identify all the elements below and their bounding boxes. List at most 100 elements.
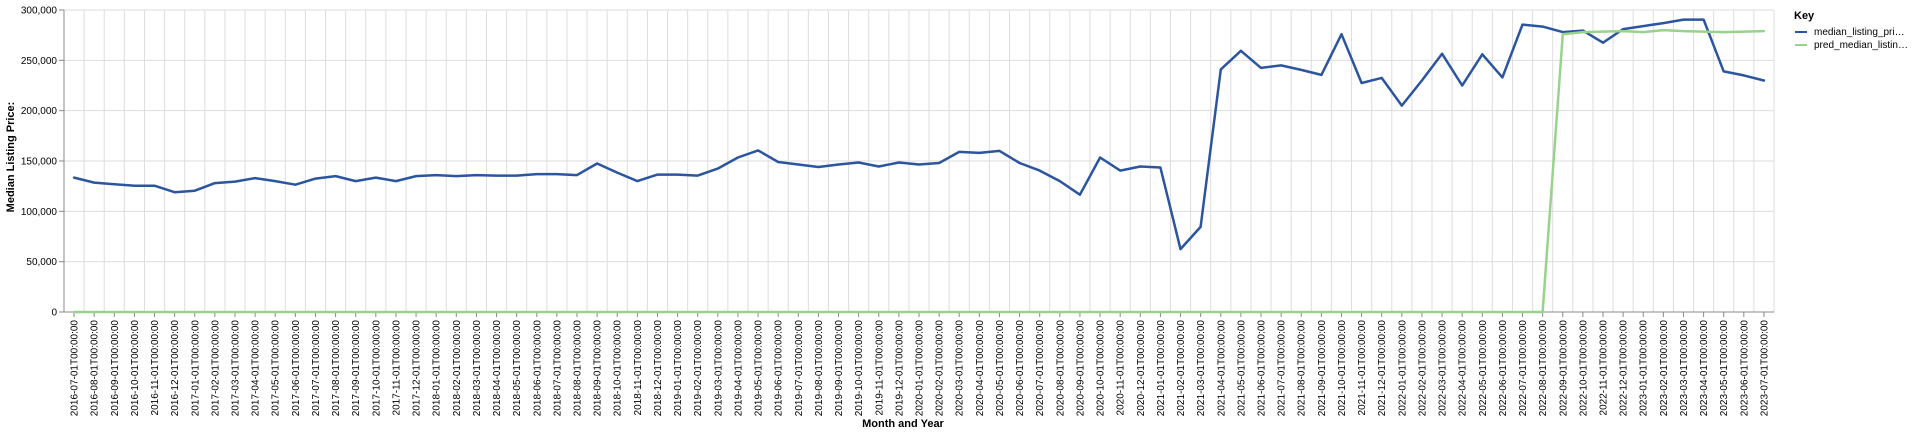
data-point (1219, 68, 1222, 71)
data-point (415, 175, 418, 178)
data-point (93, 181, 96, 184)
x-tick-label: 2021-04-01T00:00:00 (1216, 320, 1227, 417)
x-tick-label: 2017-06-01T00:00:00 (291, 320, 302, 417)
data-point (837, 311, 840, 313)
data-point (777, 161, 780, 163)
data-point (1722, 31, 1725, 34)
data-point (1702, 30, 1705, 33)
x-tick-label: 2017-10-01T00:00:00 (371, 320, 382, 417)
x-tick-label: 2016-08-01T00:00:00 (90, 320, 101, 417)
data-point (1541, 311, 1544, 313)
x-tick-label: 2016-12-01T00:00:00 (170, 320, 181, 417)
data-point (837, 163, 840, 166)
x-tick-label: 2020-04-01T00:00:00 (975, 320, 986, 417)
data-point (133, 184, 136, 187)
data-point (857, 311, 860, 313)
data-point (676, 173, 679, 176)
data-point (495, 311, 498, 313)
y-tick-label: 300,000 (21, 6, 58, 17)
data-point (1360, 82, 1363, 84)
data-point (1078, 311, 1081, 313)
data-point (636, 311, 639, 313)
data-point (93, 311, 96, 313)
data-point (394, 311, 397, 313)
data-point (1320, 311, 1323, 313)
data-point (173, 311, 176, 313)
data-point (1481, 53, 1484, 56)
data-point (354, 311, 357, 313)
data-point (1441, 311, 1444, 313)
grid-lines (63, 9, 1775, 313)
x-tick-label: 2017-03-01T00:00:00 (231, 320, 242, 417)
data-point (958, 311, 961, 313)
axes: 0 50,000 100,000 150,000 200,000 250,000 300,0… (21, 6, 1774, 417)
data-point (1762, 79, 1765, 82)
x-axis-title: Month and Year (862, 418, 944, 430)
y-axis-title: Median Listing Price: (5, 102, 17, 213)
y-tick-label: 50,000 (26, 257, 57, 268)
data-point (1159, 166, 1162, 169)
data-point (1501, 76, 1504, 79)
data-point (1642, 25, 1645, 28)
x-tick-label: 2019-08-01T00:00:00 (814, 320, 825, 417)
x-tick-label: 2019-07-01T00:00:00 (794, 320, 805, 417)
data-point (1521, 311, 1524, 313)
data-point (1461, 84, 1464, 87)
data-point (1058, 180, 1061, 183)
data-point (757, 311, 760, 313)
data-point (1239, 49, 1242, 52)
x-tick-label: 2018-08-01T00:00:00 (573, 320, 584, 417)
data-point (314, 177, 317, 180)
data-point (938, 162, 941, 164)
data-point (736, 156, 739, 159)
data-point (213, 311, 216, 313)
x-tick-label: 2018-03-01T00:00:00 (472, 320, 483, 417)
data-point (354, 180, 357, 183)
data-point (475, 174, 478, 177)
x-tick-label: 2022-08-01T00:00:00 (1538, 320, 1549, 417)
data-point (576, 311, 578, 313)
x-tick-label: 2020-05-01T00:00:00 (995, 320, 1006, 417)
data-point (153, 311, 156, 313)
data-point (978, 311, 981, 313)
data-point (1441, 52, 1444, 55)
data-point (1742, 30, 1745, 33)
data-point (1742, 74, 1745, 77)
data-point (998, 311, 1001, 313)
x-tick-label: 2021-02-01T00:00:00 (1176, 320, 1187, 417)
x-tick-label: 2021-11-01T00:00:00 (1357, 320, 1368, 416)
data-point (515, 174, 518, 177)
x-tick-label: 2020-10-01T00:00:00 (1096, 320, 1107, 417)
x-tick-label: 2019-11-01T00:00:00 (874, 320, 885, 416)
data-point (495, 174, 498, 177)
x-tick-label: 2020-02-01T00:00:00 (935, 320, 946, 417)
data-point (274, 311, 277, 313)
x-tick-label: 2020-09-01T00:00:00 (1075, 320, 1086, 417)
data-point (1360, 311, 1363, 313)
data-point (1280, 311, 1283, 313)
x-tick-label: 2022-12-01T00:00:00 (1619, 320, 1630, 417)
x-tick-label: 2021-12-01T00:00:00 (1377, 320, 1388, 417)
data-point (173, 191, 176, 194)
data-point (1622, 28, 1625, 31)
series-lines (72, 18, 1766, 314)
x-tick-label: 2020-01-01T00:00:00 (915, 320, 926, 417)
data-point (938, 311, 941, 313)
data-point (334, 175, 337, 178)
data-point (193, 311, 196, 313)
data-point (1199, 311, 1202, 313)
x-tick-label: 2021-01-01T00:00:00 (1156, 320, 1167, 417)
data-point (736, 311, 739, 313)
data-point (1300, 311, 1303, 313)
x-tick-label: 2019-01-01T00:00:00 (673, 320, 684, 417)
data-point (1078, 193, 1081, 196)
data-point (817, 311, 820, 313)
data-point (1219, 311, 1222, 313)
x-tick-label: 2020-03-01T00:00:00 (955, 320, 966, 417)
data-point (1702, 18, 1705, 21)
data-point (857, 161, 860, 164)
legend-label-pred-median-listing-price: pred_median_listin… (1814, 40, 1908, 51)
data-point (1481, 311, 1484, 313)
data-point (1199, 225, 1202, 228)
